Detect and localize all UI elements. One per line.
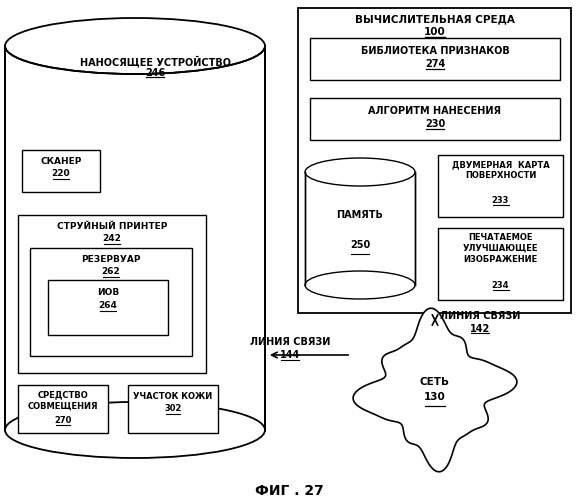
- Text: 262: 262: [102, 267, 120, 276]
- Ellipse shape: [5, 18, 265, 74]
- Text: ПЕЧАТАЕМОЕ
УЛУЧШАЮЩЕЕ
ИЗОБРАЖЕНИЕ: ПЕЧАТАЕМОЕ УЛУЧШАЮЩЕЕ ИЗОБРАЖЕНИЕ: [463, 233, 538, 264]
- Text: 130: 130: [424, 392, 446, 402]
- Bar: [18, 215, 206, 373]
- Text: 250: 250: [350, 240, 370, 250]
- Text: ДВУМЕРНАЯ  КАРТА
ПОВЕРХНОСТИ: ДВУМЕРНАЯ КАРТА ПОВЕРХНОСТИ: [452, 160, 549, 180]
- Text: 233: 233: [492, 196, 509, 205]
- Text: НАНОСЯЩЕЕ УСТРОЙСТВО: НАНОСЯЩЕЕ УСТРОЙСТВО: [79, 56, 230, 68]
- Text: ФИГ . 27: ФИГ . 27: [255, 484, 324, 498]
- Bar: [48, 280, 168, 335]
- Text: ВЫЧИСЛИТЕЛЬНАЯ СРЕДА: ВЫЧИСЛИТЕЛЬНАЯ СРЕДА: [354, 14, 514, 24]
- Text: ЛИНИЯ СВЯЗИ: ЛИНИЯ СВЯЗИ: [440, 311, 520, 321]
- Bar: [128, 385, 218, 433]
- Bar: [310, 38, 560, 80]
- Text: СТРУЙНЫЙ ПРИНТЕР: СТРУЙНЫЙ ПРИНТЕР: [57, 222, 167, 231]
- Text: 264: 264: [98, 301, 118, 310]
- Text: 302: 302: [164, 404, 182, 413]
- Text: 142: 142: [470, 324, 490, 334]
- Polygon shape: [353, 308, 517, 472]
- Text: 234: 234: [492, 281, 510, 290]
- Text: 220: 220: [52, 169, 70, 178]
- Text: СКАНЕР: СКАНЕР: [41, 157, 82, 166]
- Text: 100: 100: [424, 27, 445, 37]
- Bar: [310, 98, 560, 140]
- Text: 270: 270: [54, 416, 72, 425]
- Text: ЛИНИЯ СВЯЗИ: ЛИНИЯ СВЯЗИ: [250, 337, 330, 347]
- Bar: [5, 46, 265, 430]
- Bar: [438, 155, 563, 217]
- Bar: [18, 385, 108, 433]
- Text: 242: 242: [102, 234, 122, 243]
- Bar: [298, 8, 571, 313]
- Text: БИБЛИОТЕКА ПРИЗНАКОВ: БИБЛИОТЕКА ПРИЗНАКОВ: [361, 46, 510, 56]
- Text: 274: 274: [425, 59, 445, 69]
- Text: АЛГОРИТМ НАНЕСЕНИЯ: АЛГОРИТМ НАНЕСЕНИЯ: [368, 106, 501, 116]
- Bar: [30, 248, 192, 356]
- Text: ПАМЯТЬ: ПАМЯТЬ: [336, 210, 383, 220]
- Text: СЕТЬ: СЕТЬ: [420, 377, 450, 387]
- Text: СРЕДСТВО
СОВМЕЩЕНИЯ: СРЕДСТВО СОВМЕЩЕНИЯ: [28, 390, 98, 411]
- Text: 144: 144: [280, 350, 300, 360]
- Ellipse shape: [5, 402, 265, 458]
- Bar: [3, 16, 267, 46]
- Ellipse shape: [305, 271, 415, 299]
- Bar: [438, 228, 563, 300]
- Bar: [305, 172, 415, 285]
- Text: УЧАСТОК КОЖИ: УЧАСТОК КОЖИ: [133, 392, 212, 401]
- Text: 246: 246: [145, 68, 165, 78]
- Text: 230: 230: [425, 119, 445, 129]
- Text: ИОВ: ИОВ: [97, 288, 119, 297]
- Text: РЕЗЕРВУАР: РЕЗЕРВУАР: [81, 255, 141, 264]
- Bar: [304, 157, 416, 172]
- Bar: [22, 150, 100, 192]
